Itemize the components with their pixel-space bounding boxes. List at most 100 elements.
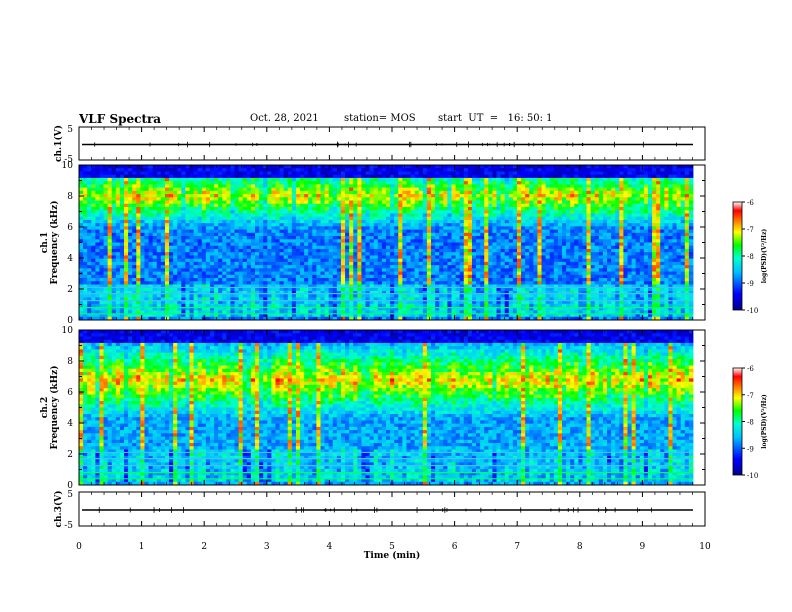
ch1-spectrogram-cell [115,284,121,289]
ch1-spectrogram-cell [410,252,416,256]
ch1-spectrogram-cell [451,219,456,224]
ch1-spectrogram-cell [124,165,129,169]
ch1-spectrogram-cell [357,265,362,269]
ch1-spectrogram-cell [124,171,129,176]
ch1-spectrogram-cell [103,310,109,314]
ch1-spectrogram-cell [283,216,289,221]
ch1-spectrogram-cell [242,177,248,182]
ch1-spectrogram-cell [304,232,309,237]
ch1-spectrogram-cell [381,281,387,285]
ch1-spectrogram-cell [422,271,428,276]
ch1-spectrogram-cell [336,165,342,169]
ch1-spectrogram-cell [148,258,154,263]
ch1-spectrogram-cell [443,216,448,221]
ch1-spectrogram-cell [422,294,428,298]
ch1-spectrogram-cell [259,303,264,308]
ch1-spectrogram-cell [361,168,366,172]
ch1-spectrogram-cell [324,255,330,260]
ch1-spectrogram-cell [185,184,190,189]
ch1-spectrogram-cell [267,316,272,321]
ch1-spectrogram-cell [467,184,473,189]
ch1-spectrogram-cell [447,258,452,263]
ch1-spectrogram-cell [443,171,448,176]
ch1-spectrogram-cell [476,239,481,243]
ch1-spectrogram-cell [361,300,366,305]
ch1-spectrogram-cell [79,274,84,279]
ch1-spectrogram-cell [209,290,215,295]
ch1-spectrogram-cell [361,303,366,308]
ch1-spectrogram-cell [218,197,223,201]
ch1-spectrogram-cell [418,310,424,314]
ch1-spectrogram-cell [431,239,436,243]
ch1-spectrogram-cell [373,213,379,218]
ch1-spectrogram-cell [242,297,248,302]
ch1-spectrogram-cell [390,261,395,266]
ch1-spectrogram-cell [255,194,260,198]
ch1-spectrogram-cell [255,219,260,224]
ch1-spectrogram-cell [324,194,330,198]
ch1-spectrogram-cell [377,194,383,198]
ch1-spectrogram-cell [390,242,395,247]
ch1-spectrogram-cell [332,168,338,172]
ch1-spectrogram-cell [422,265,428,269]
ch1-spectrogram-cell [357,255,362,260]
ch1-spectrogram-cell [201,290,207,295]
ch1-spectrogram-cell [398,200,403,205]
ch1-spectrogram-cell [197,184,203,189]
ch1-spectrogram-cell [115,252,121,256]
ch1-spectrogram-cell [381,184,387,189]
ch1-spectrogram-cell [336,287,342,292]
ch1-spectrogram-cell [201,200,207,205]
ch1-spectrogram-cell [209,187,215,192]
ch1-spectrogram-cell [377,197,383,201]
ch1-spectrogram-cell [271,213,276,218]
ch1-spectrogram-cell [193,242,199,247]
ch1-spectrogram-cell [160,210,166,214]
ch1-spectrogram-cell [144,316,149,321]
ch1-spectrogram-cell [447,274,452,279]
ch1-spectrogram-cell [418,274,424,279]
ch1-spectrogram-cell [439,203,444,208]
ch1-spectrogram-cell [484,174,489,179]
ch1-spectrogram-cell [345,258,350,263]
ch1-spectrogram-cell [156,187,162,192]
ch1-spectrogram-cell [218,274,223,279]
ch1-spectrogram-cell [402,210,407,214]
ch1-spectrogram-cell [414,210,420,214]
ch1-spectrogram-cell [295,168,301,172]
ch1-spectrogram-cell [156,239,162,243]
ch1-spectrogram-cell [386,181,391,185]
ch1-spectrogram-cell [353,278,358,282]
ch1-spectrogram-cell [426,287,432,292]
ch1-spectrogram-cell [381,200,387,205]
ch1-spectrogram-cell [439,265,444,269]
ch1-spectrogram-cell [218,265,223,269]
ch1-spectrogram-cell [115,171,121,176]
ch1-spectrogram-cell [394,242,399,247]
ch1-spectrogram-cell [148,287,154,292]
ch1-spectrogram-cell [279,223,285,227]
ch1-spectrogram-cell [373,226,379,230]
ch1-spectrogram-cell [193,261,199,266]
ch1-spectrogram-cell [214,281,219,285]
ch1-spectrogram-cell [226,300,231,305]
ch1-spectrogram-cell [271,252,276,256]
ch1-spectrogram-cell [410,310,416,314]
ch1-spectrogram-cell [394,232,399,237]
ch1-spectrogram-cell [295,271,301,276]
ch1-spectrogram-cell [189,245,195,250]
ch1-spectrogram-cell [480,239,485,243]
ch1-spectrogram-cell [418,197,424,201]
ch1-spectrogram-cell [336,297,342,302]
ch1-spectrogram-cell [406,316,411,321]
ch1-spectrogram-cell [83,278,88,282]
ch1-spectrogram-cell [431,271,436,276]
ch1-spectrogram-cell [255,206,260,211]
ch1-spectrogram-cell [443,287,448,292]
ch1-spectrogram-cell [250,232,256,237]
ch1-spectrogram-cell [214,245,219,250]
ch1-spectrogram-cell [406,258,411,263]
ch1-spectrogram-cell [431,187,436,192]
ch1-spectrogram-cell [160,200,166,205]
ch1-spectrogram-cell [336,271,342,276]
